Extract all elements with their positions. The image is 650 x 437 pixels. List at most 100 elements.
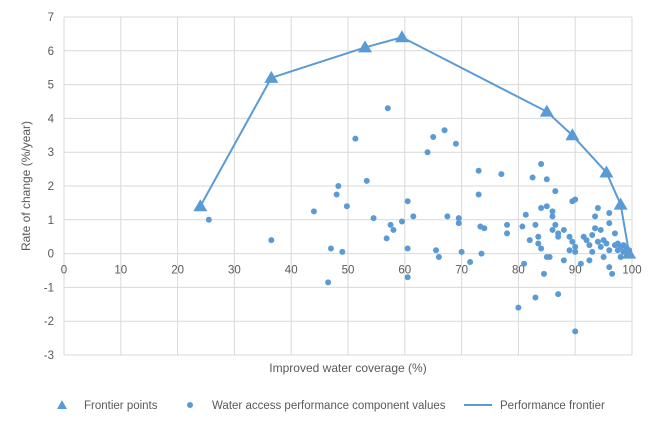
component-value-point	[455, 220, 462, 227]
x-tick-label: 70	[455, 265, 468, 277]
component-value-point	[410, 213, 417, 220]
component-value-point	[606, 264, 613, 271]
component-value-point	[577, 260, 584, 267]
frontier-point	[539, 104, 554, 117]
y-tick-label: -2	[44, 316, 54, 328]
component-value-point	[521, 260, 528, 267]
y-tick-label: 2	[48, 181, 54, 193]
component-value-point	[535, 233, 542, 240]
component-value-point	[572, 196, 579, 203]
component-value-point	[535, 240, 542, 247]
legend-label-frontier-points: Frontier points	[84, 400, 158, 412]
component-value-point	[572, 243, 579, 250]
component-value-point	[555, 230, 562, 237]
component-value-point	[560, 257, 567, 264]
component-value-point	[498, 171, 505, 178]
component-value-point	[543, 176, 550, 183]
y-tick-label: 3	[48, 147, 54, 159]
component-value-point	[606, 210, 613, 217]
component-value-point	[363, 177, 370, 184]
frontier-point	[599, 165, 614, 178]
component-value-point	[538, 245, 545, 252]
legend-label-component-values: Water access performance component value…	[212, 400, 446, 412]
component-value-point	[335, 183, 342, 189]
component-value-point	[519, 223, 526, 230]
component-value-point	[404, 245, 411, 252]
legend-triangle-marker	[57, 400, 67, 409]
component-value-point	[586, 242, 593, 249]
component-value-point	[370, 215, 377, 222]
y-tick-label: 1	[48, 215, 54, 227]
component-value-point	[600, 253, 607, 260]
component-value-point	[390, 226, 397, 233]
y-tick-label: 5	[48, 80, 54, 92]
component-value-point	[606, 220, 613, 227]
component-value-point	[398, 218, 405, 225]
component-value-point	[430, 133, 437, 140]
component-value-point	[566, 233, 573, 240]
component-value-point	[543, 203, 550, 210]
component-value-point	[522, 211, 529, 218]
component-value-point	[424, 149, 431, 156]
frontier-point	[565, 128, 580, 141]
component-value-point	[549, 213, 556, 220]
x-tick-label: 20	[171, 265, 184, 277]
component-value-point	[404, 274, 411, 281]
y-tick-label: -1	[44, 282, 54, 294]
frontier-point	[193, 199, 208, 212]
component-value-point	[606, 247, 613, 254]
component-value-point	[526, 237, 533, 244]
component-value-point	[481, 225, 488, 232]
component-value-point	[572, 248, 579, 255]
component-value-point	[540, 270, 547, 277]
component-value-point	[504, 221, 511, 228]
performance-frontier-line	[199, 36, 631, 254]
component-value-point	[475, 167, 482, 174]
component-value-point	[404, 198, 411, 205]
y-tick-label: 4	[48, 113, 55, 125]
y-tick-label: 6	[48, 46, 54, 58]
y-tick-label: 0	[48, 249, 54, 261]
component-value-point	[458, 248, 465, 255]
component-value-point	[594, 238, 601, 245]
component-value-point	[475, 191, 482, 198]
component-value-point	[583, 237, 590, 244]
x-tick-label: 50	[342, 265, 355, 277]
component-value-point	[515, 304, 522, 311]
plot-marks	[193, 30, 637, 335]
component-value-point	[594, 204, 601, 211]
component-value-point	[504, 230, 511, 237]
frontier-point	[613, 197, 628, 210]
component-value-point	[560, 226, 567, 233]
x-tick-label: 10	[114, 265, 127, 277]
component-value-point	[549, 226, 556, 233]
component-value-point	[383, 235, 390, 242]
component-value-point	[592, 225, 599, 232]
component-value-point	[343, 203, 350, 210]
component-value-point	[589, 232, 596, 239]
component-value-point	[566, 247, 573, 254]
x-tick-label: 40	[285, 265, 298, 277]
grid	[63, 16, 633, 356]
component-value-point	[597, 226, 604, 233]
component-value-point	[441, 127, 448, 134]
x-axis-ticks: 0 10 20 30 40 50 60 70 80 90 100	[61, 265, 642, 277]
frontier-point	[622, 246, 637, 259]
component-value-point	[549, 208, 556, 215]
component-value-point	[444, 213, 451, 220]
component-value-point	[452, 140, 459, 147]
component-value-point	[586, 257, 593, 264]
x-tick-label: 60	[398, 265, 411, 277]
y-axis-ticks: -3 -2 -1 0 1 2 3 4 5 6 7	[44, 12, 55, 362]
legend-label-performance-frontier: Performance frontier	[500, 400, 605, 412]
component-value-point	[433, 247, 440, 254]
component-value-point	[552, 221, 559, 228]
component-value-point	[538, 161, 545, 168]
component-value-point	[555, 291, 562, 298]
frontier-point	[358, 40, 373, 53]
component-value-point	[529, 174, 536, 181]
component-value-point	[532, 221, 539, 228]
component-value-point	[384, 105, 391, 112]
x-tick-label: 100	[622, 265, 641, 277]
